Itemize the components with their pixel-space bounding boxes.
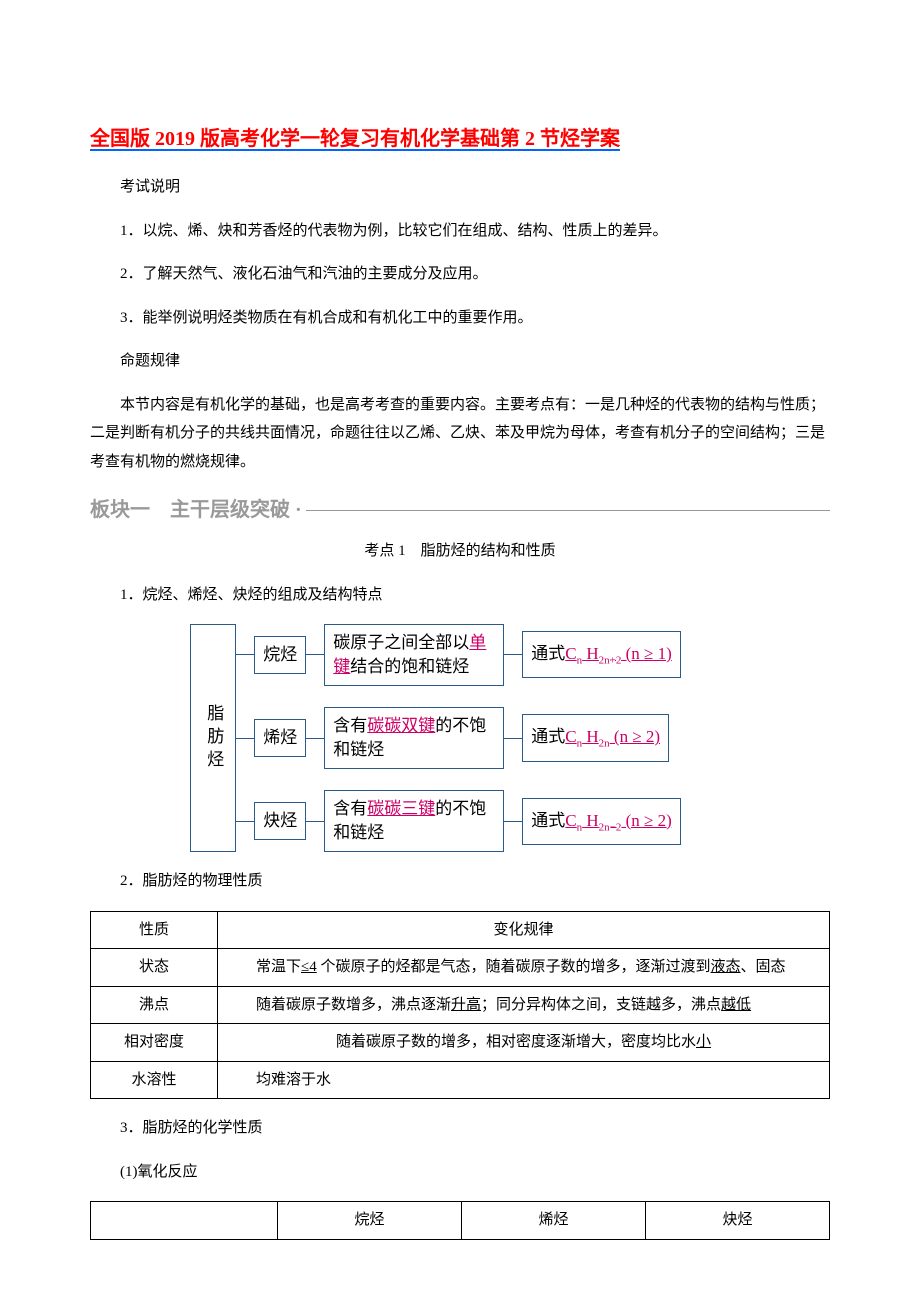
prop-label: 相对密度 xyxy=(91,1024,218,1062)
connector-icon xyxy=(306,654,324,655)
table-row: 状态 常温下≤4 个碳原子的烃都是气态，随着碳原子数的增多，逐渐过渡到液态、固态 xyxy=(91,949,830,987)
prop-rule: 均难溶于水 xyxy=(218,1061,830,1099)
rule-underline: 液态 xyxy=(711,959,741,975)
table-header: 烯烃 xyxy=(462,1202,646,1240)
table-header: 烷烃 xyxy=(278,1202,462,1240)
diagram-row: 烯烃 含有碳碳双键的不饱和链烃 通式Cn H2n (n ≥ 2) xyxy=(254,707,830,769)
prop-label: 状态 xyxy=(91,949,218,987)
formula-text: Cn H2n−2 (n ≥ 2) xyxy=(565,811,672,830)
subheading-1: 1．烷烃、烯烃、炔烃的组成及结构特点 xyxy=(90,581,830,610)
rule-text: 随着碳原子数的增多，相对密度逐渐增大，密度均比水 xyxy=(336,1034,696,1050)
rule-text: 、固态 xyxy=(741,959,786,975)
diagram-row: 烷烃 碳原子之间全部以单键结合的饱和链烃 通式Cn H2n+2 (n ≥ 1) xyxy=(254,624,830,686)
rule-text: 个碳原子的烃都是气态，随着碳原子数的增多，逐渐过渡到 xyxy=(317,959,711,975)
formula-box: 通式Cn H2n−2 (n ≥ 2) xyxy=(522,798,681,845)
formula-text: Cn H2n+2 (n ≥ 1) xyxy=(565,644,672,663)
diagram-root-box: 脂肪烃 xyxy=(190,624,236,852)
prop-rule: 常温下≤4 个碳原子的烃都是气态，随着碳原子数的增多，逐渐过渡到液态、固态 xyxy=(218,949,830,987)
section-header-line xyxy=(306,510,830,511)
table-row: 相对密度 随着碳原子数的增多，相对密度逐渐增大，密度均比水小 xyxy=(91,1024,830,1062)
subheading-2: 2．脂肪烃的物理性质 xyxy=(90,867,830,896)
connector-icon xyxy=(236,821,254,822)
desc-box: 碳原子之间全部以单键结合的饱和链烃 xyxy=(324,624,504,686)
connector-icon xyxy=(236,738,254,739)
rule-text: 均难溶于水 xyxy=(256,1072,331,1088)
rule-text: 常温下 xyxy=(256,959,301,975)
type-box: 烯烃 xyxy=(254,719,306,757)
rule-underline: 越低 xyxy=(721,997,751,1013)
prop-rule: 随着碳原子数增多，沸点逐渐升高；同分异构体之间，支链越多，沸点越低 xyxy=(218,986,830,1024)
page-title: 全国版 2019 版高考化学一轮复习有机化学基础第 2 节烃学案 xyxy=(90,120,830,158)
exam-point-2: 2．了解天然气、液化石油气和汽油的主要成分及应用。 xyxy=(90,260,830,289)
table-header xyxy=(91,1202,278,1240)
section-header: 板块一 主干层级突破 · xyxy=(90,491,830,529)
formula-label: 通式 xyxy=(531,644,565,663)
physical-properties-table: 性质 变化规律 状态 常温下≤4 个碳原子的烃都是气态，随着碳原子数的增多，逐渐… xyxy=(90,911,830,1100)
formula-label: 通式 xyxy=(531,811,565,830)
subheading-3-sub: (1)氧化反应 xyxy=(90,1158,830,1187)
formula-box: 通式Cn H2n+2 (n ≥ 1) xyxy=(522,631,681,678)
subheading-3: 3．脂肪烃的化学性质 xyxy=(90,1114,830,1143)
rule-text: ；同分异构体之间，支链越多，沸点 xyxy=(481,997,721,1013)
desc-key: 碳碳三键 xyxy=(367,799,435,818)
table-row: 沸点 随着碳原子数增多，沸点逐渐升高；同分异构体之间，支链越多，沸点越低 xyxy=(91,986,830,1024)
table-header: 变化规律 xyxy=(218,911,830,949)
formula-box: 通式Cn H2n (n ≥ 2) xyxy=(522,714,669,761)
exam-point-1: 1．以烷、烯、炔和芳香烃的代表物为例，比较它们在组成、结构、性质上的差异。 xyxy=(90,217,830,246)
kp-title: 考点 1 脂肪烃的结构和性质 xyxy=(90,537,830,566)
chemical-properties-table: 烷烃 烯烃 炔烃 xyxy=(90,1201,830,1240)
rule-underline: 小 xyxy=(696,1034,711,1050)
rule-underline: 升高 xyxy=(451,997,481,1013)
formula-label: 通式 xyxy=(531,727,565,746)
table-header-row: 烷烃 烯烃 炔烃 xyxy=(91,1202,830,1240)
desc-post: 结合的饱和链烃 xyxy=(350,657,469,676)
connector-icon xyxy=(504,738,522,739)
desc-pre: 含有 xyxy=(333,716,367,735)
rule-body: 本节内容是有机化学的基础，也是高考考查的重要内容。主要考点有：一是几种烃的代表物… xyxy=(90,391,830,477)
exam-note-heading: 考试说明 xyxy=(90,173,830,202)
type-box: 炔烃 xyxy=(254,802,306,840)
connector-icon xyxy=(504,821,522,822)
desc-key: 碳碳双键 xyxy=(367,716,435,735)
diagram-root-label: 脂肪烃 xyxy=(197,704,229,773)
table-header: 性质 xyxy=(91,911,218,949)
desc-box: 含有碳碳双键的不饱和链烃 xyxy=(324,707,504,769)
prop-label: 沸点 xyxy=(91,986,218,1024)
section-header-label: 板块一 主干层级突破 · xyxy=(90,491,302,529)
rule-text: 随着碳原子数增多，沸点逐渐 xyxy=(256,997,451,1013)
table-header: 炔烃 xyxy=(646,1202,830,1240)
diagram-row: 炔烃 含有碳碳三键的不饱和链烃 通式Cn H2n−2 (n ≥ 2) xyxy=(254,790,830,852)
desc-pre: 含有 xyxy=(333,799,367,818)
connector-icon xyxy=(306,821,324,822)
exam-point-3: 3．能举例说明烃类物质在有机合成和有机化工中的重要作用。 xyxy=(90,304,830,333)
connector-icon xyxy=(236,654,254,655)
table-row: 水溶性 均难溶于水 xyxy=(91,1061,830,1099)
table-header-row: 性质 变化规律 xyxy=(91,911,830,949)
type-box: 烷烃 xyxy=(254,636,306,674)
aliphatic-diagram: 脂肪烃 烷烃 碳原子之间全部以单键结合的饱和链烃 通式Cn H2n+2 (n ≥… xyxy=(190,624,830,852)
rule-heading: 命题规律 xyxy=(90,347,830,376)
connector-icon xyxy=(504,654,522,655)
prop-label: 水溶性 xyxy=(91,1061,218,1099)
connector-icon xyxy=(306,738,324,739)
prop-rule: 随着碳原子数的增多，相对密度逐渐增大，密度均比水小 xyxy=(218,1024,830,1062)
formula-text: Cn H2n (n ≥ 2) xyxy=(565,727,660,746)
rule-underline: ≤4 xyxy=(301,959,317,975)
desc-pre: 碳原子之间全部以 xyxy=(333,633,469,652)
desc-box: 含有碳碳三键的不饱和链烃 xyxy=(324,790,504,852)
